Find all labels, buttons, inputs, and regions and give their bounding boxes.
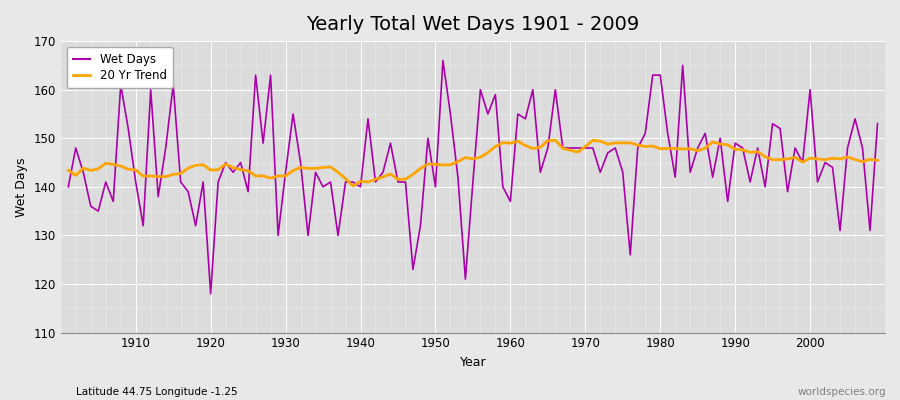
20 Yr Trend	[872, 158, 883, 163]
Wet Days	[872, 121, 883, 126]
20 Yr Trend	[347, 184, 358, 188]
Wet Days	[520, 116, 531, 121]
20 Yr Trend	[288, 168, 299, 173]
Wet Days	[512, 112, 523, 116]
20 Yr Trend	[512, 139, 523, 144]
Wet Days	[205, 291, 216, 296]
Wet Days	[122, 126, 133, 131]
Wet Days	[295, 160, 306, 165]
Wet Days	[63, 184, 74, 189]
Wet Days	[437, 58, 448, 63]
X-axis label: Year: Year	[460, 356, 486, 369]
Line: Wet Days: Wet Days	[68, 60, 878, 294]
Title: Yearly Total Wet Days 1901 - 2009: Yearly Total Wet Days 1901 - 2009	[306, 15, 640, 34]
20 Yr Trend	[505, 141, 516, 146]
20 Yr Trend	[333, 170, 344, 175]
Wet Days	[610, 146, 621, 150]
Y-axis label: Wet Days: Wet Days	[15, 157, 28, 216]
20 Yr Trend	[610, 140, 621, 145]
Wet Days	[340, 180, 351, 184]
20 Yr Trend	[122, 167, 133, 172]
Line: 20 Yr Trend: 20 Yr Trend	[68, 140, 878, 186]
Text: Latitude 44.75 Longitude -1.25: Latitude 44.75 Longitude -1.25	[76, 387, 238, 397]
Text: worldspecies.org: worldspecies.org	[798, 387, 886, 397]
20 Yr Trend	[63, 168, 74, 173]
Legend: Wet Days, 20 Yr Trend: Wet Days, 20 Yr Trend	[67, 47, 173, 88]
20 Yr Trend	[550, 138, 561, 143]
